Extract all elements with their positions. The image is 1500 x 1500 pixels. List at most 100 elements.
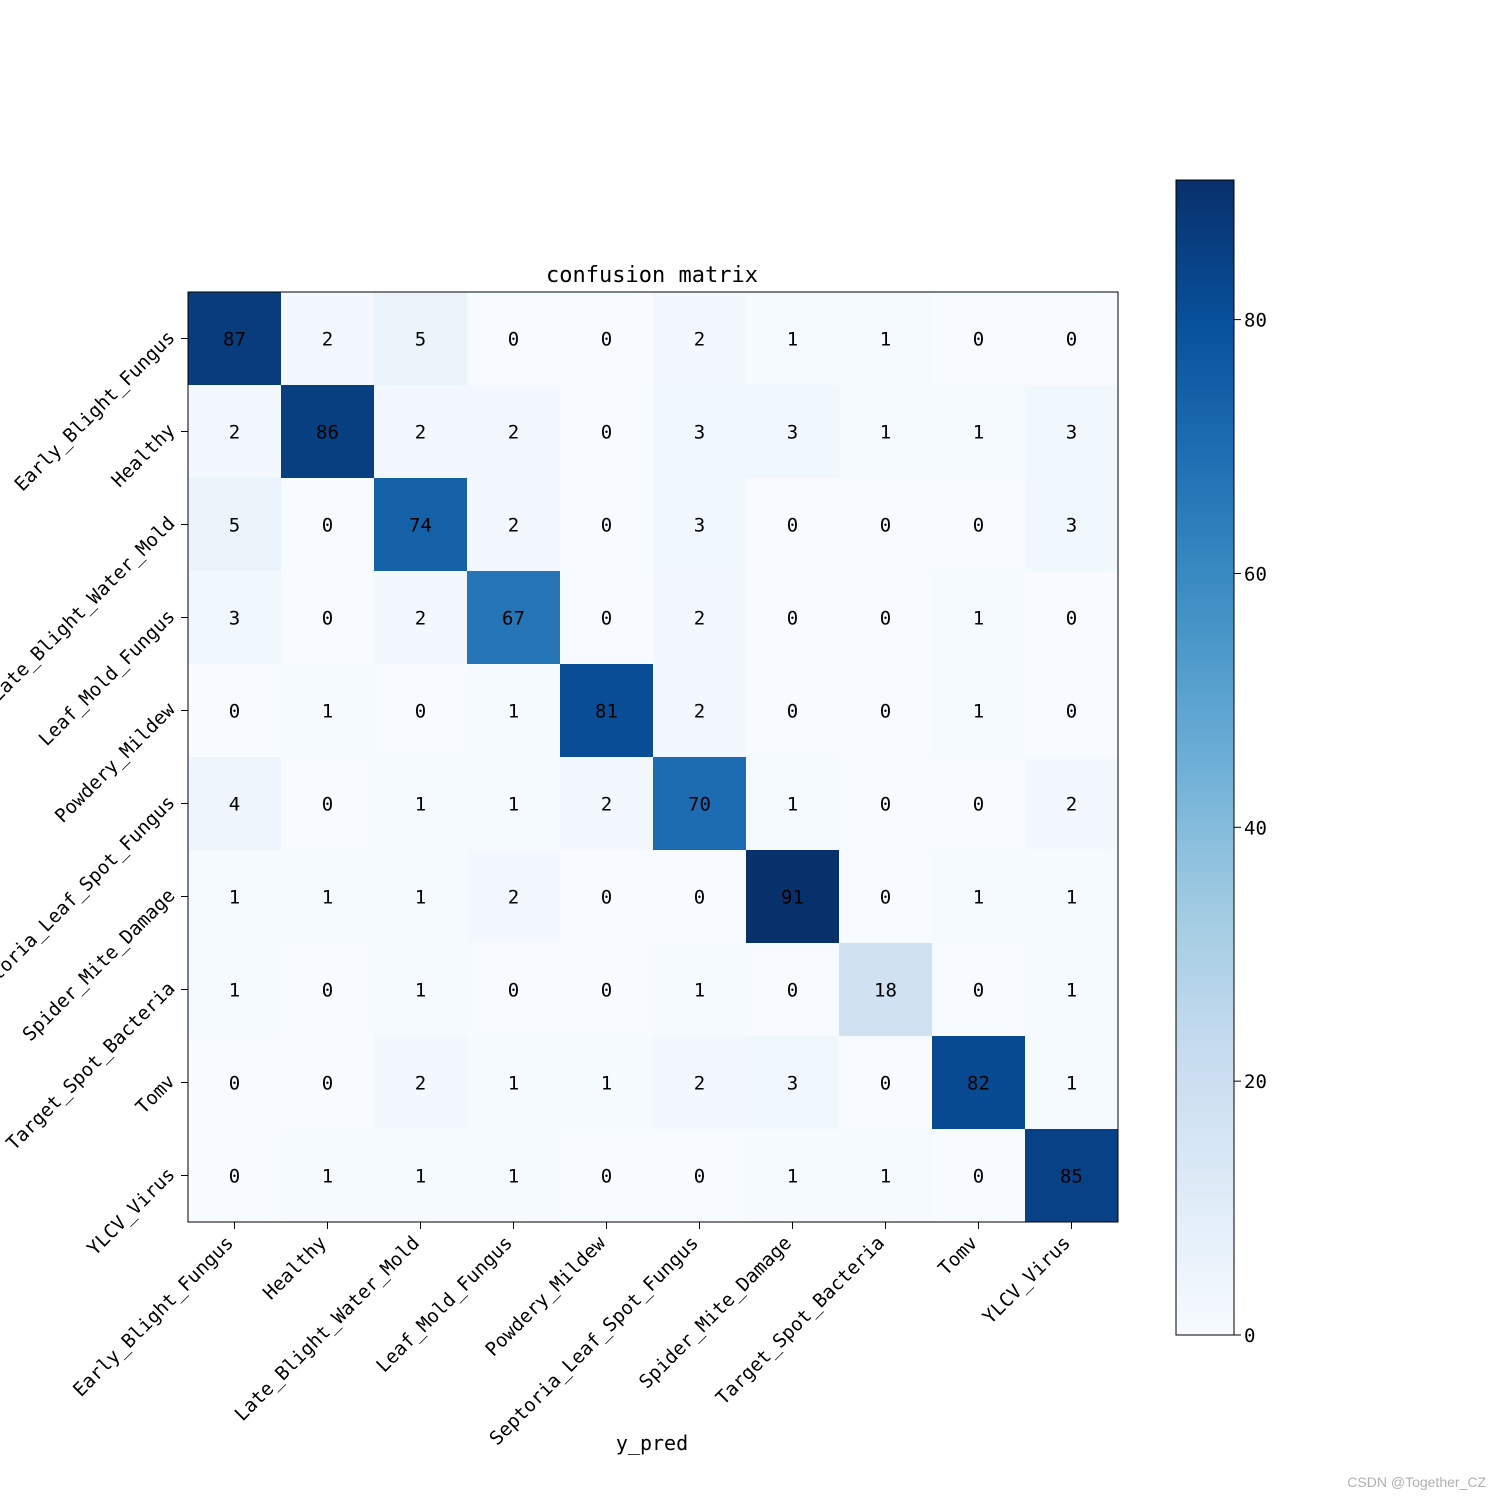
heatmap-cell	[653, 943, 747, 1037]
cell-value: 1	[322, 887, 333, 909]
heatmap-cell	[839, 292, 933, 386]
cell-value: 0	[880, 515, 891, 537]
cell-value: 67	[502, 608, 525, 630]
heatmap-cell	[467, 757, 561, 851]
cell-value: 3	[1066, 422, 1077, 444]
cell-value: 1	[322, 1166, 333, 1188]
cell-value-labels: 87 2 5 0 0 2 1 1 0 0 2 86 2 2 0 3 3 1 1 3 5 0 74 2 0 3 0 0 0 3 3 0 2 67 0 2…	[223, 329, 1083, 1188]
heatmap-cell	[746, 757, 840, 851]
cell-value: 0	[973, 329, 984, 351]
cell-value: 0	[694, 887, 705, 909]
cell-value: 87	[223, 329, 246, 351]
heatmap-cell	[839, 943, 933, 1037]
cell-value: 0	[973, 980, 984, 1002]
heatmap-cell	[746, 943, 840, 1037]
cell-value: 2	[508, 422, 519, 444]
cell-value: 0	[508, 329, 519, 351]
cell-value: 1	[415, 887, 426, 909]
heatmap-cell	[281, 571, 375, 665]
y-tick-label: Spider_Mite_Damage	[18, 884, 179, 1045]
heatmap-cell	[839, 664, 933, 758]
heatmap-cell	[839, 385, 933, 479]
cell-value: 1	[508, 1073, 519, 1095]
heatmap-cell	[374, 1036, 468, 1130]
cell-value: 0	[229, 1073, 240, 1095]
heatmap-cell	[746, 850, 840, 944]
cell-value: 1	[415, 980, 426, 1002]
heatmap-cell	[467, 571, 561, 665]
y-tick-label: Early_Blight_Fungus	[10, 326, 179, 495]
y-tick-label: Tomv	[132, 1070, 180, 1118]
heatmap-cell	[932, 664, 1026, 758]
cell-value: 82	[967, 1073, 990, 1095]
cell-value: 3	[694, 515, 705, 537]
heatmap-cells	[188, 292, 1119, 1223]
heatmap-cell	[932, 850, 1026, 944]
cell-value: 0	[601, 887, 612, 909]
cell-value: 0	[601, 329, 612, 351]
cell-value: 2	[694, 1073, 705, 1095]
heatmap-cell	[467, 478, 561, 572]
heatmap-cell	[281, 850, 375, 944]
x-tick-label: Late_Blight_Water_Mold	[231, 1232, 425, 1426]
x-tick-label: YLCV_Virus	[979, 1232, 1075, 1328]
heatmap-cell	[839, 1036, 933, 1130]
heatmap-cell	[560, 385, 654, 479]
cell-value: 2	[508, 887, 519, 909]
heatmap-cell	[1025, 664, 1119, 758]
cell-value: 2	[694, 701, 705, 723]
cell-value: 1	[973, 422, 984, 444]
heatmap-cell	[839, 1129, 933, 1223]
cell-value: 0	[787, 608, 798, 630]
heatmap-cell	[281, 757, 375, 851]
cell-value: 1	[229, 887, 240, 909]
heatmap-cell	[374, 757, 468, 851]
heatmap-cell	[188, 1036, 282, 1130]
cell-value: 0	[787, 515, 798, 537]
heatmap-cell	[932, 1036, 1026, 1130]
heatmap-cell	[188, 757, 282, 851]
cell-value: 1	[1066, 1073, 1077, 1095]
cell-value: 1	[322, 701, 333, 723]
heatmap-cell	[1025, 292, 1119, 386]
y-tick-label: Late_Blight_Water_Mold	[0, 512, 180, 706]
heatmap-cell	[932, 478, 1026, 572]
heatmap-cell	[932, 385, 1026, 479]
cell-value: 0	[973, 1166, 984, 1188]
cell-value: 2	[229, 422, 240, 444]
heatmap-cell	[467, 385, 561, 479]
heatmap-cell	[560, 757, 654, 851]
heatmap-cell	[839, 571, 933, 665]
cell-value: 0	[787, 980, 798, 1002]
cell-value: 1	[973, 608, 984, 630]
cell-value: 0	[694, 1166, 705, 1188]
cell-value: 0	[601, 515, 612, 537]
heatmap-cell	[560, 1036, 654, 1130]
cell-value: 2	[415, 608, 426, 630]
x-tick-label: Healthy	[259, 1232, 331, 1304]
cell-value: 0	[322, 515, 333, 537]
heatmap-cell	[1025, 478, 1119, 572]
heatmap-cell	[746, 385, 840, 479]
colorbar-tick-label: 40	[1244, 817, 1267, 839]
cell-value: 2	[694, 608, 705, 630]
cell-value: 0	[229, 1166, 240, 1188]
x-tick-label: Early_Blight_Fungus	[69, 1232, 238, 1401]
heatmap-cell	[932, 943, 1026, 1037]
cell-value: 3	[787, 422, 798, 444]
cell-value: 0	[322, 1073, 333, 1095]
heatmap-cell	[188, 943, 282, 1037]
cell-value: 91	[781, 887, 804, 909]
chart-title: confusion matrix	[546, 263, 758, 288]
cell-value: 0	[508, 980, 519, 1002]
heatmap-cell	[1025, 1036, 1119, 1130]
cell-value: 2	[415, 422, 426, 444]
cell-value: 0	[973, 794, 984, 816]
cell-value: 0	[1066, 608, 1077, 630]
heatmap-cell	[746, 292, 840, 386]
heatmap-cell	[746, 1036, 840, 1130]
cell-value: 0	[601, 422, 612, 444]
cell-value: 1	[1066, 980, 1077, 1002]
